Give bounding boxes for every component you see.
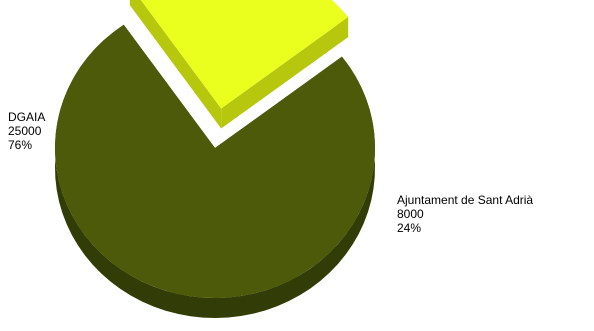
slice-label-name: Ajuntament de Sant Adrià: [397, 193, 534, 207]
slice-label-percent: 24%: [397, 221, 422, 235]
pie-slice-1: [140, 0, 349, 109]
slice-label-value: 8000: [397, 207, 424, 221]
pie-tops: [54, 0, 375, 298]
slice-label-dgaia: DGAIA 25000 76%: [8, 110, 45, 152]
pie-slice-0: [54, 24, 375, 298]
slice-label-ajuntament: Ajuntament de Sant Adrià 8000 24%: [397, 193, 533, 235]
slice-label-percent: 76%: [8, 138, 33, 152]
pie-slice-wall: [221, 17, 349, 129]
slice-label-name: DGAIA: [8, 110, 46, 124]
pie-slice-wall: [129, 0, 222, 129]
slice-label-value: 25000: [8, 124, 42, 138]
